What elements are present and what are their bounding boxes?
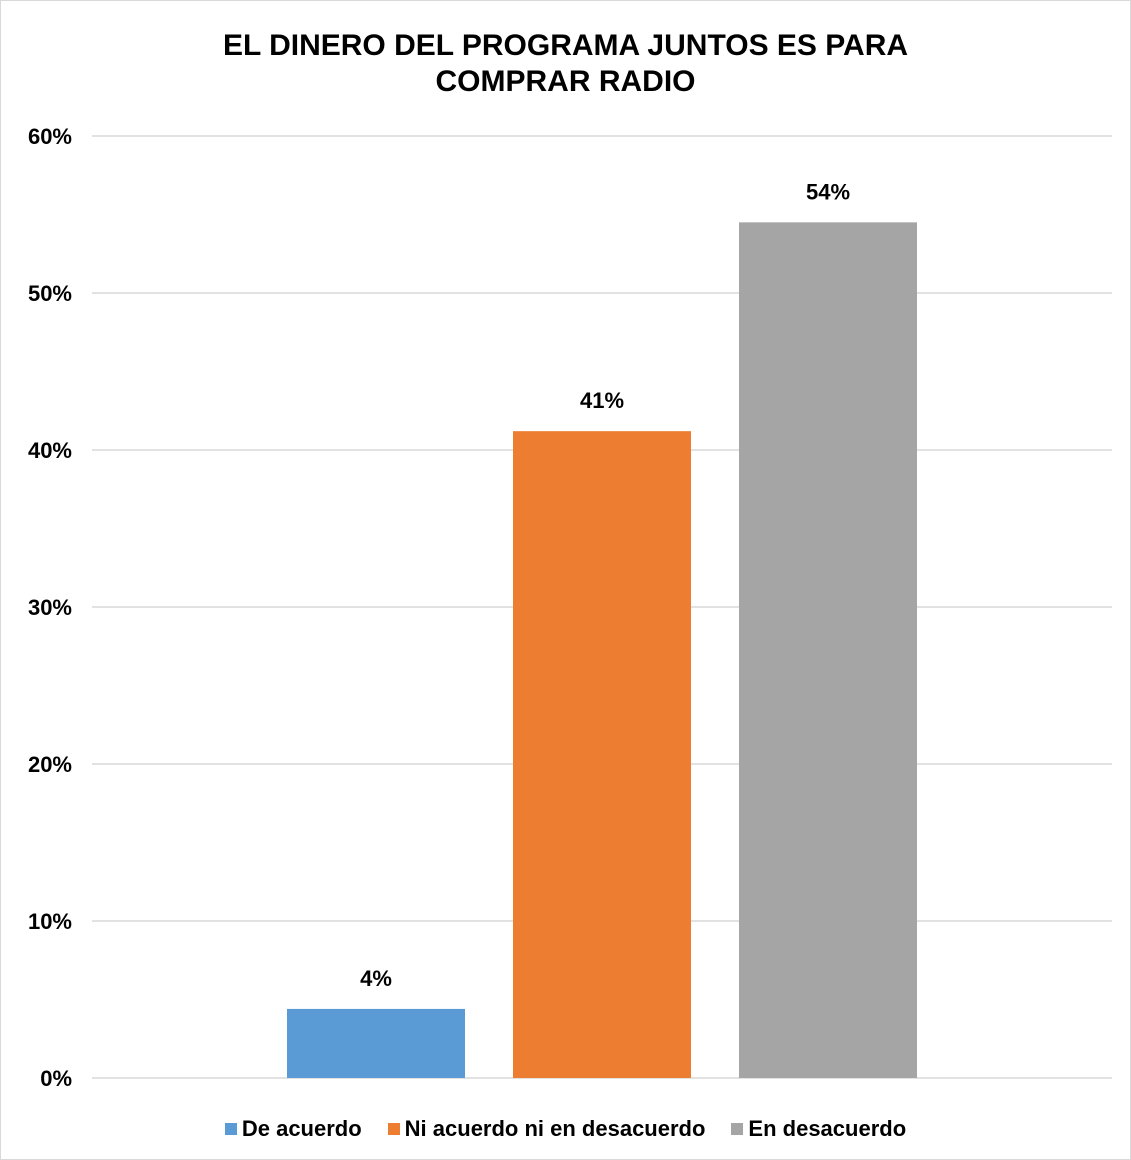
y-tick-label: 30% xyxy=(28,595,72,620)
chart-title-line-2: COMPRAR RADIO xyxy=(435,65,696,98)
legend-item: En desacuerdo xyxy=(731,1116,906,1142)
legend-swatch xyxy=(731,1123,744,1135)
y-tick-label: 10% xyxy=(28,909,72,934)
y-tick-label: 0% xyxy=(40,1066,72,1091)
y-tick-label: 40% xyxy=(28,438,72,463)
data-label: 4% xyxy=(360,966,392,991)
legend-item: Ni acuerdo ni en desacuerdo xyxy=(387,1116,706,1142)
legend-label: Ni acuerdo ni en desacuerdo xyxy=(404,1116,706,1141)
legend-item: De acuerdo xyxy=(224,1116,362,1142)
data-label: 41% xyxy=(580,388,624,413)
legend-swatch xyxy=(387,1123,400,1135)
y-tick-label: 20% xyxy=(28,752,72,777)
bar xyxy=(739,222,917,1079)
legend: De acuerdo Ni acuerdo ni en desacuerdo En … xyxy=(0,1113,1131,1145)
y-tick-label: 60% xyxy=(28,124,72,149)
legend-label: En desacuerdo xyxy=(748,1116,907,1141)
bar xyxy=(287,1008,465,1078)
data-label: 54% xyxy=(806,179,850,204)
legend-label: De acuerdo xyxy=(241,1116,362,1141)
bar xyxy=(513,431,691,1078)
chart-title: EL DINERO DEL PROGRAMA JUNTOS ES PARA CO… xyxy=(0,28,1131,100)
y-tick-label: 50% xyxy=(28,281,72,306)
legend-swatch xyxy=(224,1123,237,1135)
chart-title-line-1: EL DINERO DEL PROGRAMA JUNTOS ES PARA xyxy=(222,29,909,62)
